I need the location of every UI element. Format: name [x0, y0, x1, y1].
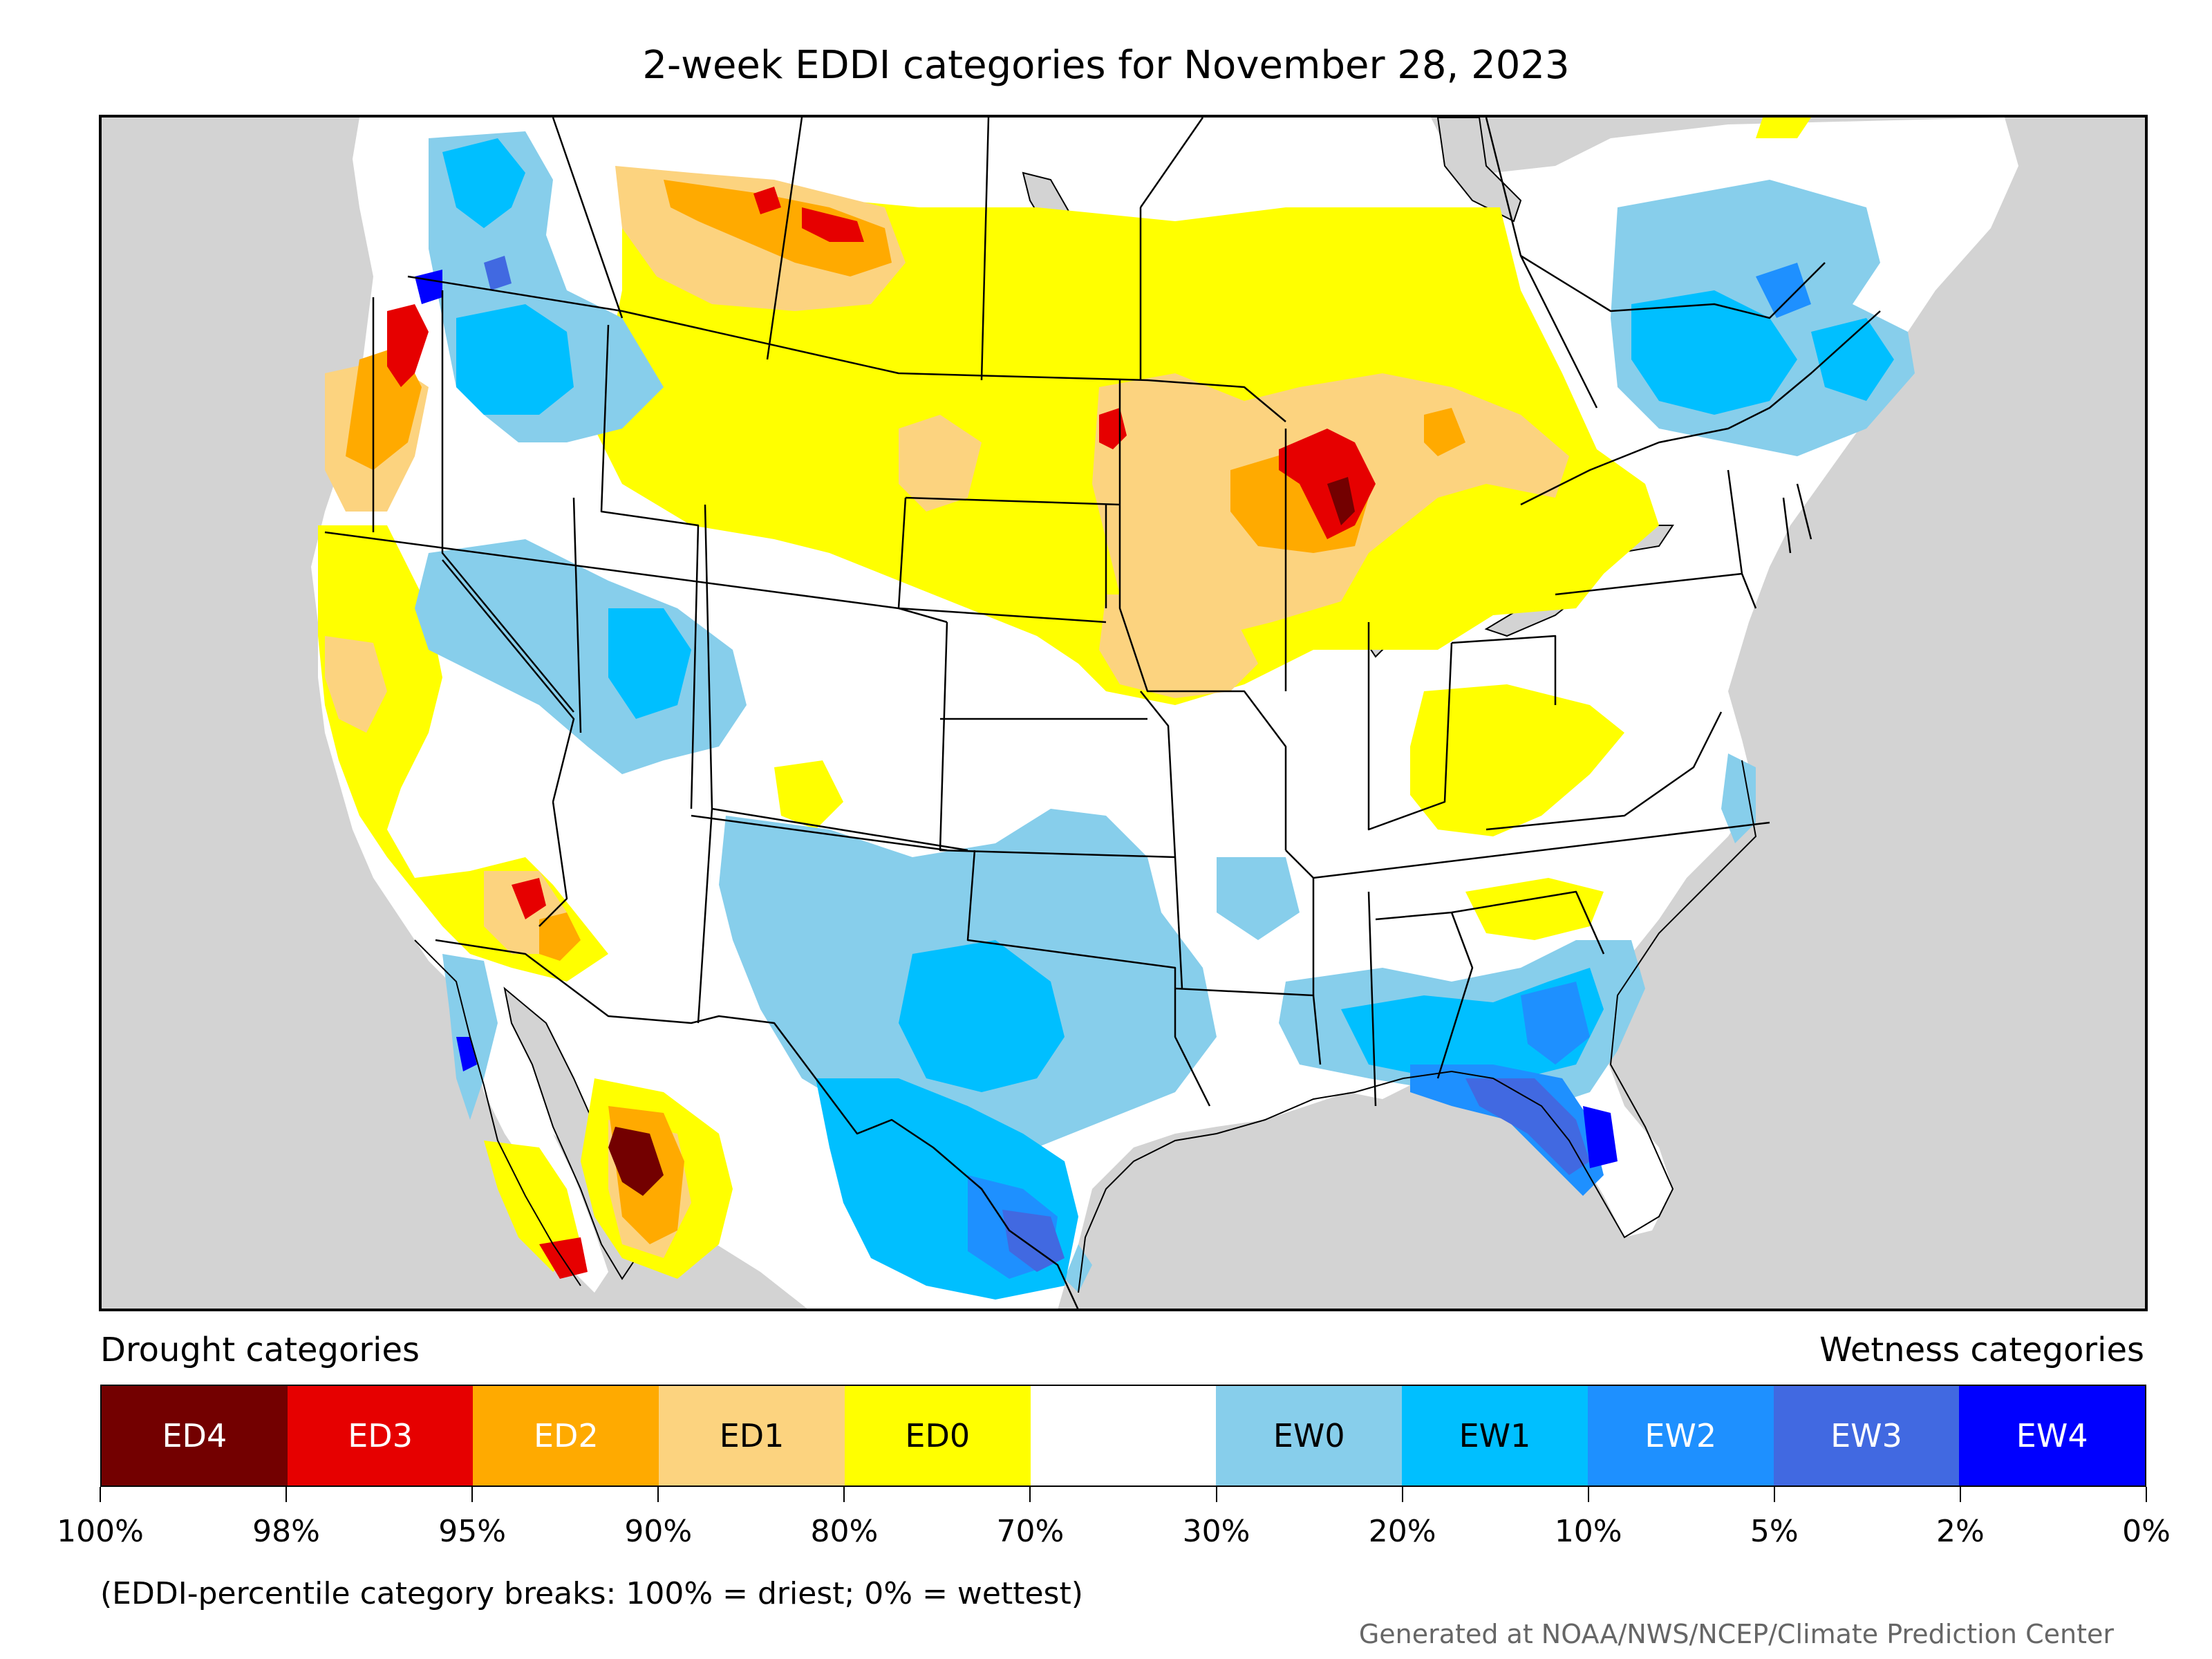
us-mexico-border [435, 939, 1080, 1311]
colorbar-tick [2146, 1487, 2147, 1502]
colorbar-tick [100, 1487, 101, 1502]
colorbar-segment-ew4: EW4 [1959, 1386, 2146, 1485]
colorbar-tick-label: 20% [1368, 1514, 1436, 1549]
colorbar-tick [843, 1487, 845, 1502]
colorbar-tick-label: 70% [996, 1514, 1065, 1549]
ed4-regions [608, 477, 1355, 1196]
hudson-bay-inlet [1436, 117, 1522, 223]
colorbar-tick [1215, 1487, 1217, 1502]
colorbar-tick-label: 98% [252, 1514, 320, 1549]
colorbar-segment-normal [1030, 1386, 1217, 1485]
colorbar-segment-ew1: EW1 [1402, 1386, 1588, 1485]
colorbar-tick-label: 80% [810, 1514, 879, 1549]
colorbar-segment-ed3: ED3 [287, 1386, 474, 1485]
coastline [414, 760, 1757, 1293]
colorbar-segment-ed0: ED0 [844, 1386, 1031, 1485]
map-frame [99, 115, 2148, 1311]
colorbar-tick-label: 100% [57, 1514, 144, 1549]
colorbar-tick-label: 0% [2122, 1514, 2171, 1549]
category-colorbar: ED4 ED3 ED2 ED1 ED0 EW0 EW1 EW2 EW3 EW4 [100, 1385, 2146, 1487]
eddi-fields [318, 118, 1915, 1300]
colorbar-tick-label: 95% [438, 1514, 507, 1549]
colorbar-tick-label: 90% [624, 1514, 693, 1549]
colorbar-tick [1401, 1487, 1403, 1502]
colorbar-segment-ed1: ED1 [659, 1386, 845, 1485]
colorbar-tick [471, 1487, 474, 1502]
colorbar-tick [285, 1487, 288, 1502]
category-note: (EDDI-percentile category breaks: 100% =… [100, 1576, 1083, 1611]
west-state-lines [324, 290, 1121, 1024]
colorbar-tick [657, 1487, 659, 1502]
political-boundaries [324, 117, 1881, 1311]
colorbar-tick [1587, 1487, 1589, 1502]
colorbar-segment-ew0: EW0 [1216, 1386, 1403, 1485]
credit-line: Generated at NOAA/NWS/NCEP/Climate Predi… [1358, 1619, 2114, 1649]
colorbar-segment-ew3: EW3 [1773, 1386, 1960, 1485]
us-canada-border [407, 275, 1881, 506]
colorbar-tick [1773, 1487, 1775, 1502]
canada-province-lines [552, 117, 1826, 409]
east-state-lines [1284, 429, 1812, 1107]
ew3-regions [484, 256, 1590, 1272]
colorbar-segment-ed2: ED2 [473, 1386, 659, 1485]
colorbar-tick-label: 5% [1750, 1514, 1799, 1549]
colorbar-tick-label: 10% [1554, 1514, 1622, 1549]
colorbar-segment-ew2: EW2 [1587, 1386, 1774, 1485]
colorbar-tick [1959, 1487, 1961, 1502]
wetness-categories-heading: Wetness categories [1819, 1331, 2144, 1369]
colorbar-tick [1029, 1487, 1031, 1502]
colorbar-segment-ed4: ED4 [102, 1386, 288, 1485]
colorbar-tick-label: 2% [1936, 1514, 1985, 1549]
colorbar-tick-label: 30% [1182, 1514, 1250, 1549]
drought-categories-heading: Drought categories [100, 1331, 420, 1369]
map-title: 2-week EDDI categories for November 28, … [642, 43, 1570, 88]
